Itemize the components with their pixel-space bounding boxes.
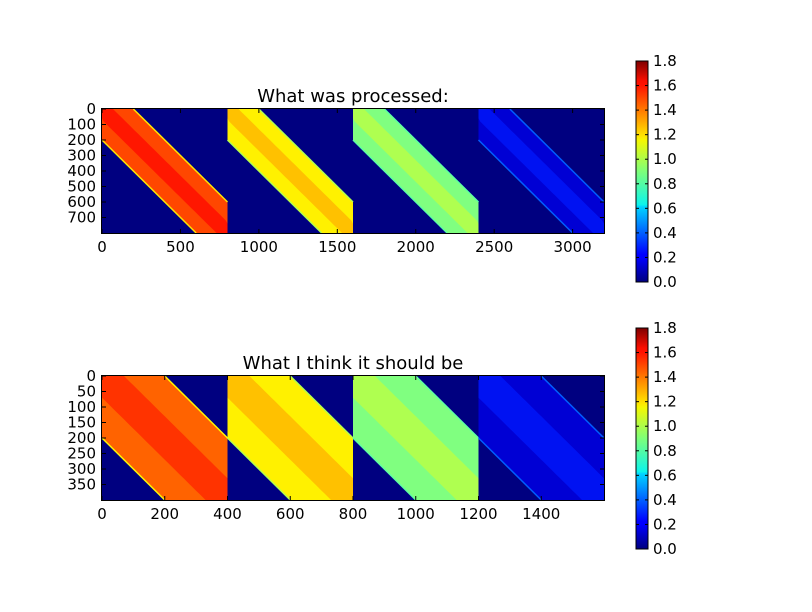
heatmap-band-edge xyxy=(477,139,574,234)
colorbar-tick-label: 0.8 xyxy=(653,175,677,193)
heatmap-1: What was processed: 0 500 1000 1500 2000 2500… xyxy=(67,86,605,256)
y-tick-label: 0 xyxy=(86,100,96,118)
heatmap-band-edge xyxy=(289,375,354,439)
colorbar-tick-label: 1.4 xyxy=(653,101,677,119)
colorbar-tick-label: 0.8 xyxy=(653,442,677,460)
x-tick-label: 0 xyxy=(97,238,107,256)
y-tick-label: 300 xyxy=(67,147,96,165)
heatmap-band-edge xyxy=(415,375,480,439)
heatmap-band-core-2 xyxy=(227,109,353,233)
colorbar-1: 1.8 1.6 1.4 1.2 1.0 0.8 0.6 0.4 0.2 0.0 xyxy=(635,52,677,291)
heatmap-band-core-1 xyxy=(102,109,228,233)
y-tick-label: 300 xyxy=(67,460,96,478)
y-tick-label: 700 xyxy=(67,209,96,227)
heatmap-band-edge xyxy=(509,108,605,203)
colorbar-2-ticks: 1.8 1.6 1.4 1.2 1.0 0.8 0.6 0.4 0.2 0.0 xyxy=(636,319,677,558)
heatmap-2: What I think it should be 0 200 400 600 800 1… xyxy=(67,353,605,523)
x-tick-label: 1200 xyxy=(459,505,497,523)
chart-2-title: What I think it should be xyxy=(243,353,464,374)
colorbar-tick-label: 0.6 xyxy=(653,466,677,484)
heatmap-1-frame xyxy=(101,108,605,234)
y-tick-label: 200 xyxy=(67,131,96,149)
colorbar-tick-label: 0.2 xyxy=(653,248,677,266)
x-tick-label: 800 xyxy=(339,505,368,523)
y-tick-label: 0 xyxy=(86,367,96,385)
heatmap-band-edge xyxy=(477,437,542,501)
heatmap-2-cells xyxy=(101,375,605,501)
heatmap-band-core-3 xyxy=(353,376,479,500)
colorbar-2-frame xyxy=(635,327,649,550)
colorbar-1-ticks: 1.8 1.6 1.4 1.2 1.0 0.8 0.6 0.4 0.2 0.0 xyxy=(636,52,677,291)
y-tick-label: 200 xyxy=(67,429,96,447)
x-tick-label: 600 xyxy=(276,505,305,523)
x-tick-label: 1400 xyxy=(522,505,560,523)
colorbar-tick-label: 0.2 xyxy=(653,515,677,533)
heatmap-band-edge xyxy=(226,437,291,501)
y-tick-label: 600 xyxy=(67,193,96,211)
colorbar-2-gradient xyxy=(636,328,648,549)
colorbar-1-gradient xyxy=(636,61,648,282)
heatmap-1-cells xyxy=(101,108,605,234)
x-tick-label: 200 xyxy=(150,505,179,523)
colorbar-tick-label: 1.6 xyxy=(653,344,677,362)
y-tick-label: 400 xyxy=(67,162,96,180)
heatmap-band-core-4 xyxy=(478,109,604,233)
heatmap-band-edge xyxy=(352,437,417,501)
heatmap-band-edge xyxy=(132,108,229,203)
colorbar-2: 1.8 1.6 1.4 1.2 1.0 0.8 0.6 0.4 0.2 0.0 xyxy=(635,319,677,558)
heatmap-band-edge xyxy=(383,108,480,203)
colorbar-tick-label: 1.6 xyxy=(653,77,677,95)
colorbar-tick-label: 0.4 xyxy=(653,224,677,242)
heatmap-band-core-2 xyxy=(227,376,353,500)
colorbar-tick-label: 1.8 xyxy=(653,52,677,70)
x-tick-label: 500 xyxy=(166,238,195,256)
colorbar-tick-label: 0.0 xyxy=(653,273,677,291)
chart-1-title: What was processed: xyxy=(257,86,449,107)
heatmap-band-edge xyxy=(540,375,605,439)
heatmap-2-frame xyxy=(101,375,605,501)
x-tick-label: 0 xyxy=(97,505,107,523)
colorbar-tick-label: 1.2 xyxy=(653,126,677,144)
colorbar-tick-label: 0.4 xyxy=(653,491,677,509)
colorbar-tick-label: 1.0 xyxy=(653,150,677,168)
y-tick-label: 50 xyxy=(77,383,96,401)
colorbar-tick-label: 0.0 xyxy=(653,540,677,558)
heatmap-1-ticks: 0 500 1000 1500 2000 2500 30000100200300400500… xyxy=(67,100,604,256)
x-tick-label: 2500 xyxy=(475,238,513,256)
colorbar-1-frame xyxy=(635,60,649,283)
heatmap-band-edge xyxy=(226,139,323,234)
y-tick-label: 250 xyxy=(67,445,96,463)
heatmap-band-core-3 xyxy=(353,109,479,233)
colorbar-tick-label: 1.4 xyxy=(653,368,677,386)
y-tick-label: 100 xyxy=(67,398,96,416)
heatmap-band-edge xyxy=(101,437,166,501)
x-tick-label: 1000 xyxy=(240,238,278,256)
colorbar-tick-label: 0.6 xyxy=(653,199,677,217)
x-tick-label: 2000 xyxy=(397,238,435,256)
heatmap-2-ticks: 0 200 400 600 800 1000 1200 1400050100150200250… xyxy=(67,367,604,523)
x-tick-label: 1500 xyxy=(318,238,356,256)
colorbar-tick-label: 1.2 xyxy=(653,393,677,411)
x-tick-label: 1000 xyxy=(397,505,435,523)
heatmap-band-core-4 xyxy=(478,376,604,500)
y-tick-label: 100 xyxy=(67,116,96,134)
x-tick-label: 3000 xyxy=(554,238,592,256)
heatmap-band-edge xyxy=(352,139,448,234)
colorbar-tick-label: 1.0 xyxy=(653,417,677,435)
heatmap-band-edge xyxy=(164,375,229,439)
heatmap-band-edge xyxy=(258,108,354,203)
x-tick-label: 400 xyxy=(213,505,242,523)
y-tick-label: 350 xyxy=(67,476,96,494)
heatmap-band-edge xyxy=(101,139,197,234)
heatmap-band-core-1 xyxy=(102,376,228,500)
y-tick-label: 150 xyxy=(67,414,96,432)
y-tick-label: 500 xyxy=(67,178,96,196)
colorbar-tick-label: 1.8 xyxy=(653,319,677,337)
